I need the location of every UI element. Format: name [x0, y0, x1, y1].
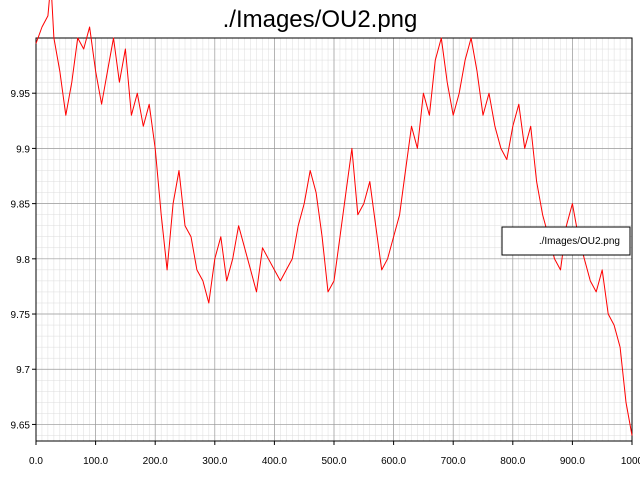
legend-entry: ./Images/OU2.png: [539, 236, 620, 247]
y-tick-label: 9.85: [11, 200, 31, 211]
y-tick-label: 9.8: [16, 255, 30, 266]
x-tick-label: 300.0: [202, 456, 227, 467]
y-tick-label: 9.95: [11, 89, 31, 100]
legend: ./Images/OU2.png: [502, 227, 630, 255]
x-tick-label: 100.0: [83, 456, 108, 467]
x-tick-label: 700.0: [441, 456, 466, 467]
y-tick-label: 9.75: [11, 310, 31, 321]
x-tick-label: 600.0: [381, 456, 406, 467]
x-tick-label: 0.0: [29, 456, 43, 467]
x-tick-label: 200.0: [143, 456, 168, 467]
x-tick-label: 1000: [621, 456, 640, 467]
y-tick-label: 9.65: [11, 420, 31, 431]
x-tick-label: 800.0: [500, 456, 525, 467]
y-tick-label: 9.7: [16, 365, 30, 376]
x-tick-label: 400.0: [262, 456, 287, 467]
y-axis: 9.65 9.7 9.75 9.8 9.85 9.9 9.95: [11, 89, 36, 431]
x-tick-label: 500.0: [321, 456, 346, 467]
x-axis: 0.0 100.0 200.0 300.0 400.0 500.0 600.0 700.0 80…: [29, 441, 640, 467]
y-tick-label: 9.9: [16, 144, 30, 155]
x-tick-label: 900.0: [560, 456, 585, 467]
